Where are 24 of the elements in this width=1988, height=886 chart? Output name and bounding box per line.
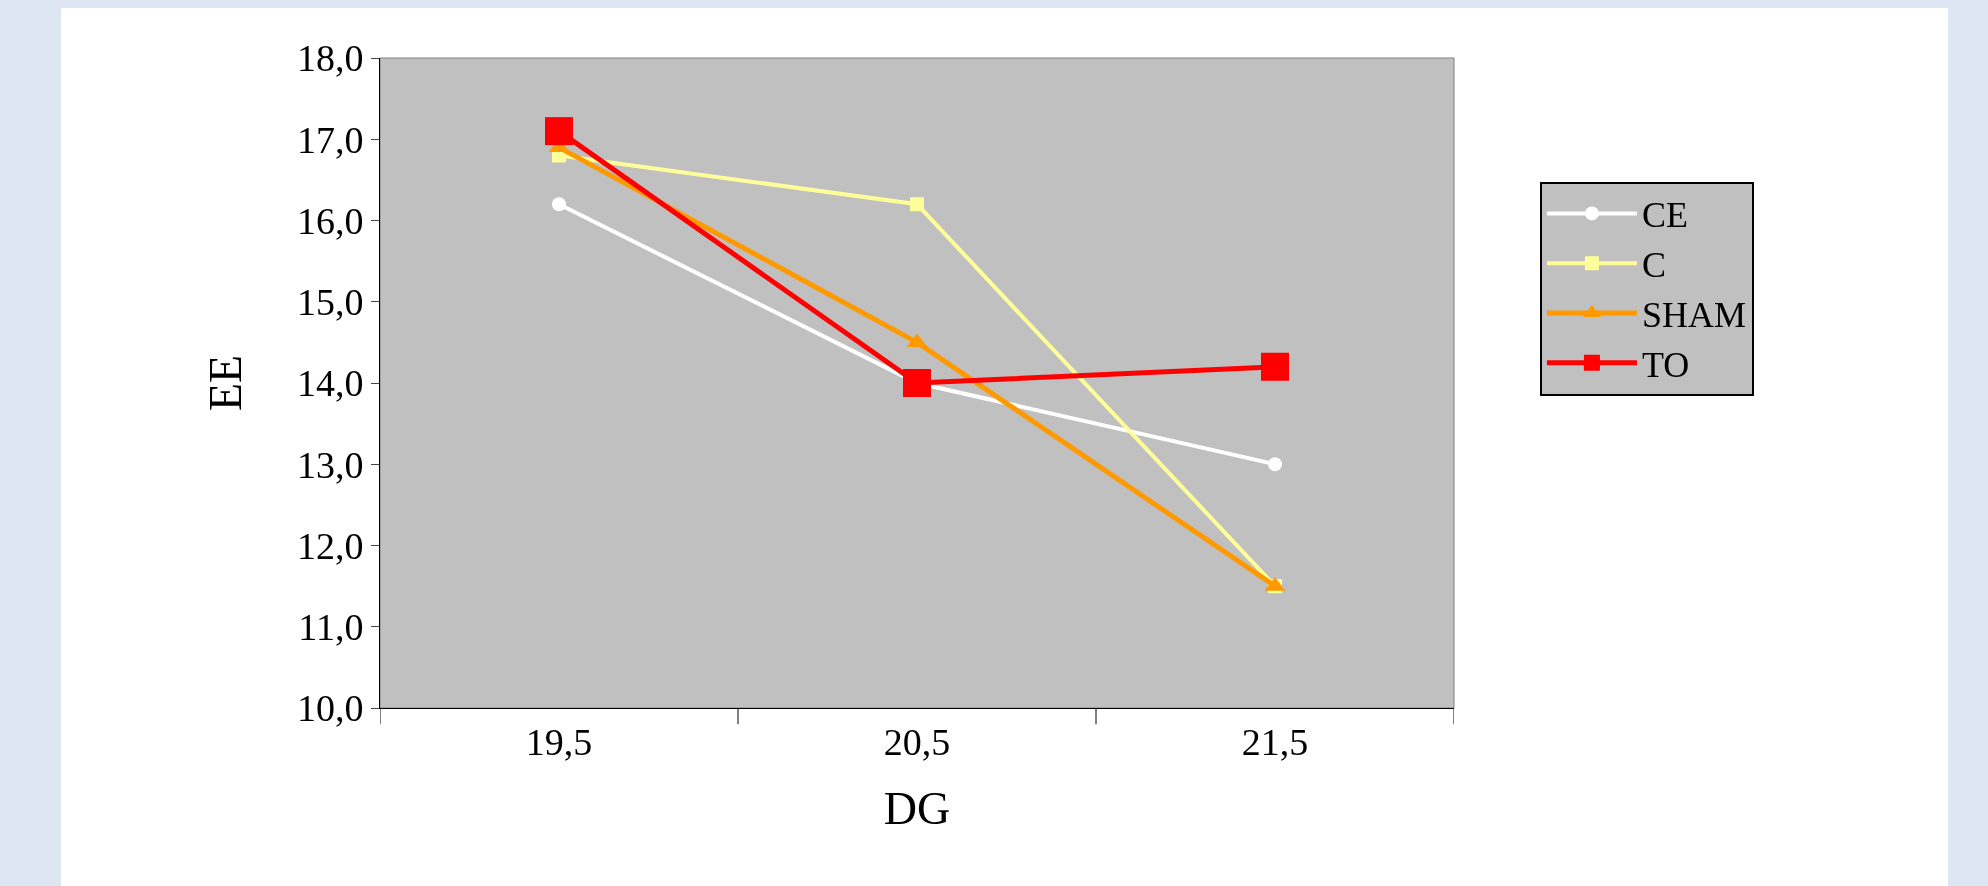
y-axis-title: EE: [200, 354, 252, 412]
point: [910, 197, 924, 212]
legend-label: TO: [1641, 344, 1690, 385]
y-tick-label: 14,0: [296, 362, 364, 405]
y-tick-label: 17,0: [296, 118, 364, 161]
x-tick-label: 20,5: [883, 720, 951, 763]
legend-label: SHAM: [1641, 295, 1746, 336]
y-tick-label: 11,0: [298, 606, 364, 649]
y-tick-label: 16,0: [296, 199, 364, 242]
y-tick-label: 18,0: [296, 37, 364, 80]
legend-label: CE: [1641, 195, 1688, 236]
legend-label: C: [1641, 245, 1666, 286]
point: [545, 117, 573, 146]
y-tick-label: 12,0: [296, 524, 364, 567]
y-tick-label: 15,0: [296, 281, 364, 324]
x-tick-label: 19,5: [525, 720, 593, 763]
x-axis-title: DG: [883, 783, 951, 835]
y-tick-label: 13,0: [296, 443, 364, 486]
y-tick-label: 10,0: [296, 687, 364, 730]
point: [552, 197, 566, 212]
x-tick-label: 21,5: [1241, 720, 1309, 763]
point: [903, 369, 931, 397]
point: [1261, 352, 1289, 381]
point: [1268, 457, 1282, 472]
